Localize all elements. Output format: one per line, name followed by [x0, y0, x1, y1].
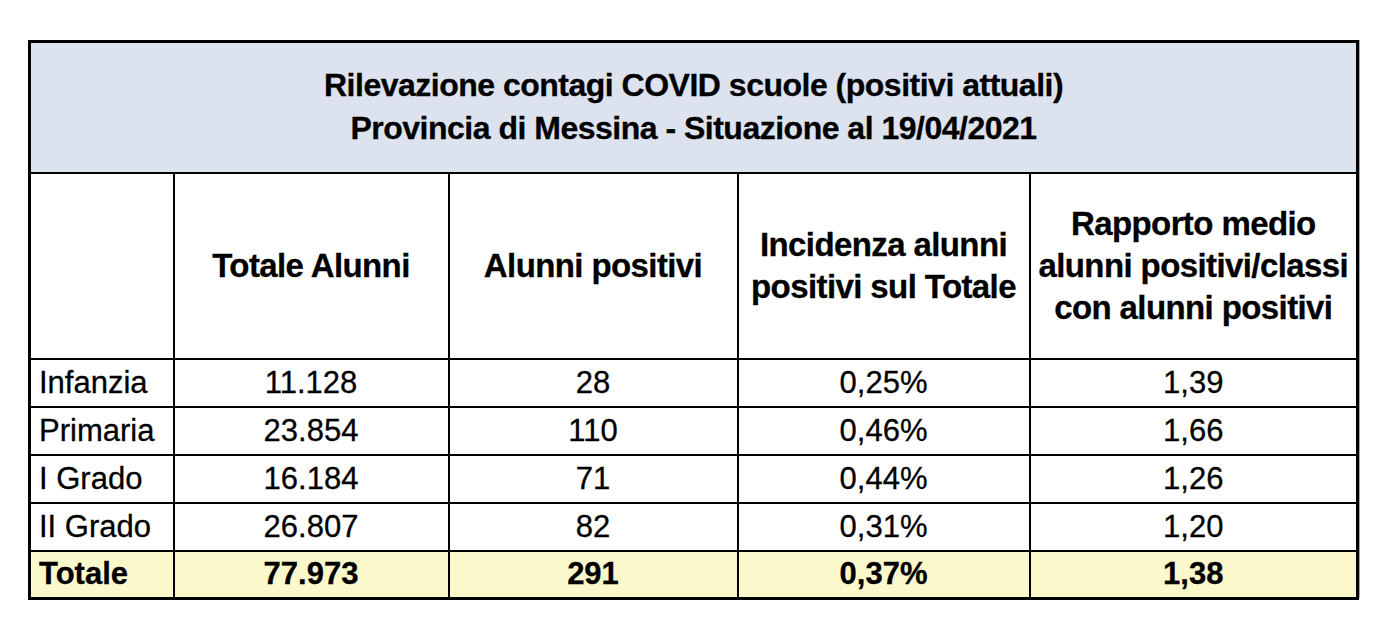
rapporto-value: 1,66 — [1030, 407, 1358, 455]
right-gridline — [1359, 40, 1360, 598]
incidenza-value: 0,46% — [738, 407, 1030, 455]
totale-alunni-value: 23.854 — [174, 407, 449, 455]
table-title: Rilevazione contagi COVID scuole (positi… — [30, 42, 1358, 173]
table-row-totale: Totale 77.973 291 0,37% 1,38 — [30, 551, 1358, 599]
covid-school-table: Rilevazione contagi COVID scuole (positi… — [28, 40, 1359, 600]
table-row-i-grado: I Grado 16.184 71 0,44% 1,26 — [30, 455, 1358, 503]
table-title-line1: Rilevazione contagi COVID scuole (positi… — [31, 64, 1356, 107]
alunni-positivi-value: 291 — [449, 551, 738, 599]
table-row-primaria: Primaria 23.854 110 0,46% 1,66 — [30, 407, 1358, 455]
totale-alunni-value: 26.807 — [174, 503, 449, 551]
incidenza-value: 0,31% — [738, 503, 1030, 551]
row-label: Totale — [30, 551, 174, 599]
rapporto-value: 1,39 — [1030, 359, 1358, 407]
totale-alunni-value: 11.128 — [174, 359, 449, 407]
rapporto-value: 1,20 — [1030, 503, 1358, 551]
row-label: I Grado — [30, 455, 174, 503]
column-header-empty — [30, 173, 174, 359]
table-row-infanzia: Infanzia 11.128 28 0,25% 1,39 — [30, 359, 1358, 407]
column-header-row: Totale Alunni Alunni positivi Incidenza … — [30, 173, 1358, 359]
incidenza-value: 0,25% — [738, 359, 1030, 407]
alunni-positivi-value: 28 — [449, 359, 738, 407]
row-label: II Grado — [30, 503, 174, 551]
column-header-alunni-positivi: Alunni positivi — [449, 173, 738, 359]
row-label: Infanzia — [30, 359, 174, 407]
column-header-rapporto: Rapporto medio alunni positivi/classi co… — [1030, 173, 1358, 359]
rapporto-value: 1,38 — [1030, 551, 1358, 599]
alunni-positivi-value: 82 — [449, 503, 738, 551]
column-header-totale-alunni: Totale Alunni — [174, 173, 449, 359]
rapporto-value: 1,26 — [1030, 455, 1358, 503]
table-row-ii-grado: II Grado 26.807 82 0,31% 1,20 — [30, 503, 1358, 551]
totale-alunni-value: 77.973 — [174, 551, 449, 599]
row-label: Primaria — [30, 407, 174, 455]
title-row: Rilevazione contagi COVID scuole (positi… — [30, 42, 1358, 173]
alunni-positivi-value: 71 — [449, 455, 738, 503]
alunni-positivi-value: 110 — [449, 407, 738, 455]
page: Rilevazione contagi COVID scuole (positi… — [0, 0, 1382, 644]
totale-alunni-value: 16.184 — [174, 455, 449, 503]
table-title-line2: Provincia di Messina - Situazione al 19/… — [31, 107, 1356, 150]
incidenza-value: 0,37% — [738, 551, 1030, 599]
column-header-incidenza: Incidenza alunni positivi sul Totale — [738, 173, 1030, 359]
incidenza-value: 0,44% — [738, 455, 1030, 503]
